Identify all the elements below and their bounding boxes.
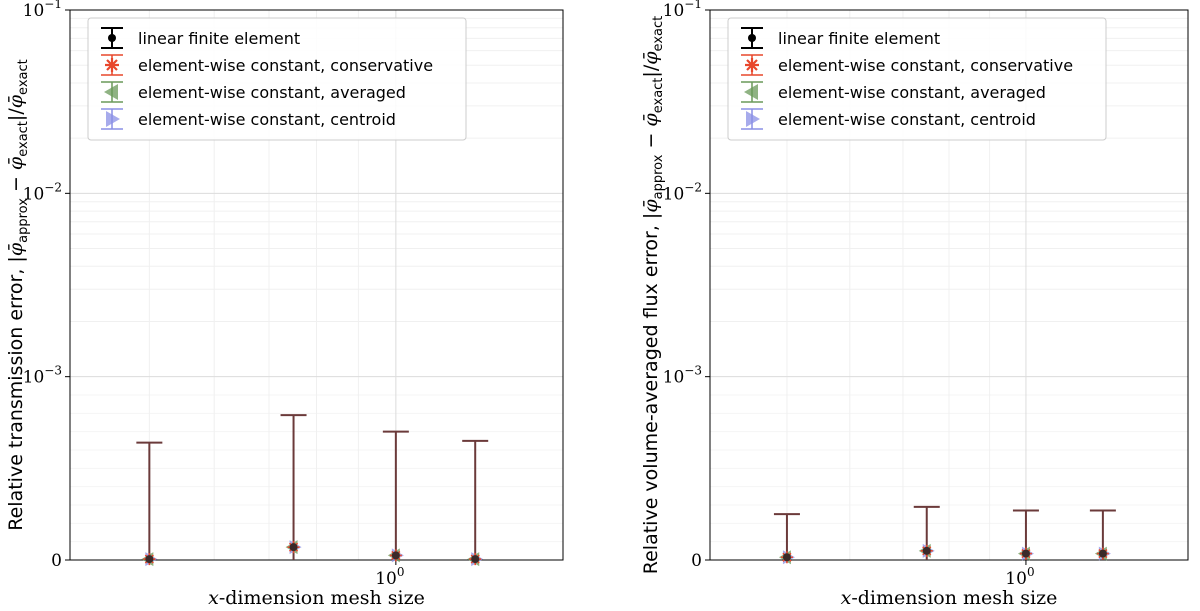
legend-entry: element-wise constant, averaged <box>101 81 406 103</box>
legend-label: element-wise constant, conservative <box>138 56 433 75</box>
marker-circle <box>1098 549 1107 558</box>
data-point <box>387 548 404 563</box>
data-series <box>136 414 489 567</box>
legend-marker-circle <box>748 34 756 42</box>
y-tick-label: 10−2 <box>663 180 702 204</box>
data-point <box>1017 546 1034 561</box>
data-point <box>285 540 302 555</box>
x-axis-label: x-dimension mesh size <box>841 587 1058 609</box>
y-tick-label: 10−3 <box>23 364 62 388</box>
legend-marker-star <box>745 58 759 72</box>
marker-circle <box>1021 549 1030 558</box>
plot-frame <box>709 9 1189 561</box>
data-point <box>141 552 158 567</box>
legend-label: element-wise constant, centroid <box>778 110 1036 129</box>
legend: linear finite element element-wise consta… <box>727 17 1107 141</box>
marker-circle <box>922 546 931 555</box>
data-point <box>918 543 935 558</box>
plot-frame <box>69 9 564 561</box>
legend-label: linear finite element <box>138 29 300 48</box>
error-bar <box>382 430 409 560</box>
legend-box <box>87 17 467 141</box>
y-tick-label: 0 <box>51 551 62 571</box>
legend-box <box>727 17 1107 141</box>
marker-circle <box>391 551 400 560</box>
y-tick-label: 10−1 <box>23 0 62 21</box>
data-point <box>467 552 484 567</box>
legend-entry: element-wise constant, centroid <box>101 108 396 130</box>
legend: linear finite element element-wise consta… <box>87 17 467 141</box>
legend-marker-circle <box>108 34 116 42</box>
y-tick-label: 0 <box>691 551 702 571</box>
legend-label: element-wise constant, averaged <box>138 83 406 102</box>
legend-label: element-wise constant, averaged <box>778 83 1046 102</box>
legend-marker-star <box>105 58 119 72</box>
legend-entry: element-wise constant, conservative <box>101 54 433 76</box>
legend-entry: element-wise constant, conservative <box>741 54 1073 76</box>
y-tick-label: 10−1 <box>663 0 702 21</box>
marker-circle <box>145 555 154 564</box>
legend-marker-triangle-left <box>744 84 758 100</box>
marker-circle <box>289 543 298 552</box>
data-point <box>1094 546 1111 561</box>
x-tick-label: 100 <box>1005 565 1034 589</box>
legend-entry: linear finite element <box>741 27 940 49</box>
legend-label: element-wise constant, conservative <box>778 56 1073 75</box>
y-tick-label: 10−3 <box>663 364 702 388</box>
legend-marker-triangle-right <box>106 111 120 127</box>
data-series <box>773 505 1116 565</box>
legend-entry: element-wise constant, averaged <box>741 81 1046 103</box>
error-bar <box>280 414 307 560</box>
error-bar <box>462 439 489 560</box>
x-tick-label: 100 <box>375 565 404 589</box>
marker-circle <box>471 555 480 564</box>
y-axis-label: Relative volume-averaged flux error, |φ̄… <box>640 16 666 574</box>
legend-marker-triangle-left <box>104 84 118 100</box>
data-point <box>778 550 795 565</box>
y-tick-label: 10−2 <box>23 180 62 204</box>
legend-marker-triangle-right <box>746 111 760 127</box>
y-axis-label: Relative transmission error, |φ̄approx −… <box>5 59 31 530</box>
x-axis-label: x-dimension mesh size <box>208 587 425 609</box>
legend-label: linear finite element <box>778 29 940 48</box>
legend-label: element-wise constant, centroid <box>138 110 396 129</box>
legend-entry: linear finite element <box>101 27 300 49</box>
legend-entry: element-wise constant, centroid <box>741 108 1036 130</box>
marker-circle <box>782 553 791 562</box>
error-bar <box>136 441 163 560</box>
